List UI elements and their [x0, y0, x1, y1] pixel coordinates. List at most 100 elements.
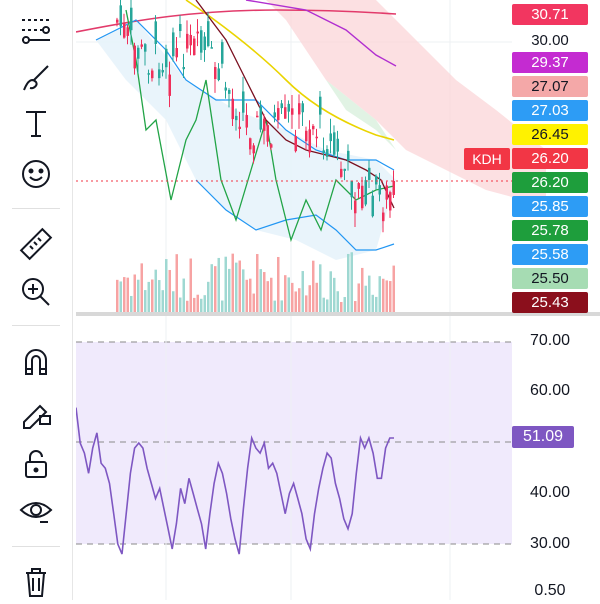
volume-bar — [382, 278, 385, 312]
ma-yellow-line — [185, 0, 395, 141]
volume-bar — [263, 272, 266, 312]
emoji-icon[interactable] — [14, 152, 58, 196]
volume-bar — [291, 282, 294, 312]
volume-bar — [343, 297, 346, 312]
candle — [322, 150, 325, 153]
volume-bar — [270, 277, 273, 312]
candle — [165, 48, 168, 68]
volume-bar — [277, 256, 280, 312]
candle — [354, 200, 357, 214]
candle — [221, 42, 224, 64]
candle — [263, 118, 266, 131]
lock-pencil-icon[interactable] — [14, 392, 58, 436]
rsi-band-fill — [76, 342, 512, 544]
candle — [249, 138, 252, 150]
candles — [116, 0, 395, 233]
volume-bar — [298, 288, 301, 312]
ruler-icon[interactable] — [14, 222, 58, 266]
volume-bar — [126, 277, 129, 312]
volume-bar — [284, 275, 287, 312]
volume-bar — [375, 296, 378, 312]
rsi-pane[interactable] — [76, 316, 600, 600]
chart-area[interactable] — [76, 0, 600, 600]
candle — [308, 129, 311, 153]
volume-bar — [200, 298, 203, 312]
volume-bar — [249, 278, 252, 312]
volume-bar — [238, 260, 241, 312]
bb-lower-line — [195, 179, 395, 251]
volume-bars — [116, 252, 395, 312]
volume-bar — [231, 253, 234, 312]
candle — [259, 106, 262, 130]
candle — [347, 150, 350, 161]
ma-purple-line — [245, 0, 397, 67]
text-icon[interactable] — [14, 102, 58, 146]
candle — [144, 44, 147, 52]
candle — [217, 68, 220, 81]
candle — [336, 138, 339, 152]
eye-icon[interactable] — [14, 490, 58, 534]
candle — [214, 67, 217, 79]
volume-bar — [196, 294, 199, 312]
volume-bar — [133, 274, 136, 312]
price-label: 26.45 — [512, 124, 588, 145]
candle — [228, 89, 231, 94]
volume-bar — [347, 253, 350, 312]
candle — [182, 66, 185, 70]
volume-bar — [333, 277, 336, 312]
candle — [284, 107, 287, 119]
volume-bar — [326, 299, 329, 312]
volume-bar — [305, 295, 308, 312]
magnet-icon[interactable] — [14, 340, 58, 384]
volume-bar — [140, 263, 143, 312]
candle — [350, 180, 353, 198]
rsi-level-label: 70.00 — [529, 332, 571, 349]
candle — [175, 48, 178, 58]
zoom-in-icon[interactable] — [14, 270, 58, 314]
volume-bar — [371, 294, 374, 312]
trend-lines-icon[interactable] — [14, 8, 58, 52]
ma-darkred-line — [195, 0, 395, 209]
candle — [207, 21, 210, 47]
candle — [203, 36, 206, 51]
volume-bar — [252, 293, 255, 312]
volume-bar — [336, 291, 339, 312]
drawing-toolbar — [0, 0, 73, 600]
rsi-level-label: 0.50 — [534, 582, 566, 599]
candle — [343, 168, 346, 171]
candle — [147, 73, 150, 75]
candle — [256, 115, 259, 118]
candle — [375, 175, 378, 185]
volume-bar — [357, 283, 360, 312]
candle — [315, 136, 318, 139]
price-label: 30.71 — [512, 4, 588, 25]
price-label: 25.78 — [512, 220, 588, 241]
candle — [235, 115, 238, 121]
candle — [270, 144, 273, 148]
volume-bar — [389, 281, 392, 312]
candle — [312, 125, 315, 130]
price-label: 27.03 — [512, 100, 588, 121]
price-label: 26.20 — [512, 172, 588, 193]
price-label: 26.20 — [512, 148, 588, 169]
trash-icon[interactable] — [14, 560, 58, 604]
candle — [294, 136, 297, 152]
price-label: 30.00 — [531, 32, 569, 49]
unlock-icon[interactable] — [14, 442, 58, 486]
candle — [378, 185, 381, 195]
candle — [273, 112, 276, 118]
candle — [137, 47, 140, 59]
volume-bar — [228, 268, 231, 312]
symbol-tag: KDH — [464, 148, 510, 170]
ma-green-line — [125, 9, 395, 243]
pane-divider[interactable] — [76, 312, 600, 316]
candle — [242, 91, 245, 113]
candle — [154, 21, 157, 44]
volume-bar — [203, 295, 206, 312]
rsi-level-label: 30.00 — [529, 535, 571, 552]
price-label: 25.85 — [512, 196, 588, 217]
price-label: 25.58 — [512, 244, 588, 265]
brush-icon[interactable] — [14, 56, 58, 100]
price-label: 27.07 — [512, 76, 588, 97]
volume-bar — [151, 279, 154, 312]
